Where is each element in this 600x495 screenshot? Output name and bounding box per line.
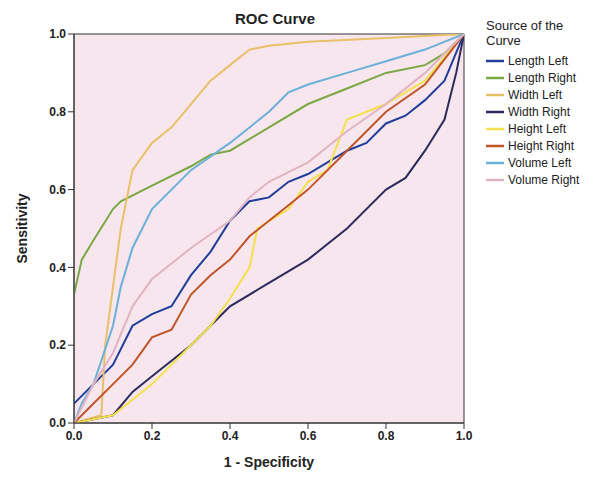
html-text:ROC Curve: ROC Curve [235,10,315,27]
html-text:Volume Right: Volume Right [508,172,580,187]
html-text:Width Right: Width Right [508,104,570,119]
svg-text:0.8: 0.8 [378,429,395,443]
svg-text:0.6: 0.6 [300,429,317,443]
html-text:Height Left: Height Left [508,121,566,136]
svg-text:0.2: 0.2 [49,338,66,352]
svg-text:0.4: 0.4 [222,429,239,443]
html-text:Length Right: Length Right [508,70,577,85]
svg-text:0.0: 0.0 [49,416,66,430]
svg-text:0.4: 0.4 [49,261,66,275]
svg-text:Sensitivity: Sensitivity [14,193,30,263]
svg-text:1.0: 1.0 [456,429,473,443]
svg-text:0.6: 0.6 [49,183,66,197]
html-text:Volume Left: Volume Left [508,155,572,170]
svg-text:1.0: 1.0 [49,27,66,41]
svg-text:0.2: 0.2 [144,429,161,443]
svg-text:0.0: 0.0 [66,429,83,443]
html-text:Width Left: Width Left [508,87,562,102]
html-text:Source of the Curve: Source of the Curve [486,18,564,48]
svg-text:1 - Specificity: 1 - Specificity [224,454,314,470]
html-text:Length Left: Length Left [508,53,569,68]
svg-text:0.8: 0.8 [49,105,66,119]
html-text:Height Right: Height Right [508,138,574,153]
